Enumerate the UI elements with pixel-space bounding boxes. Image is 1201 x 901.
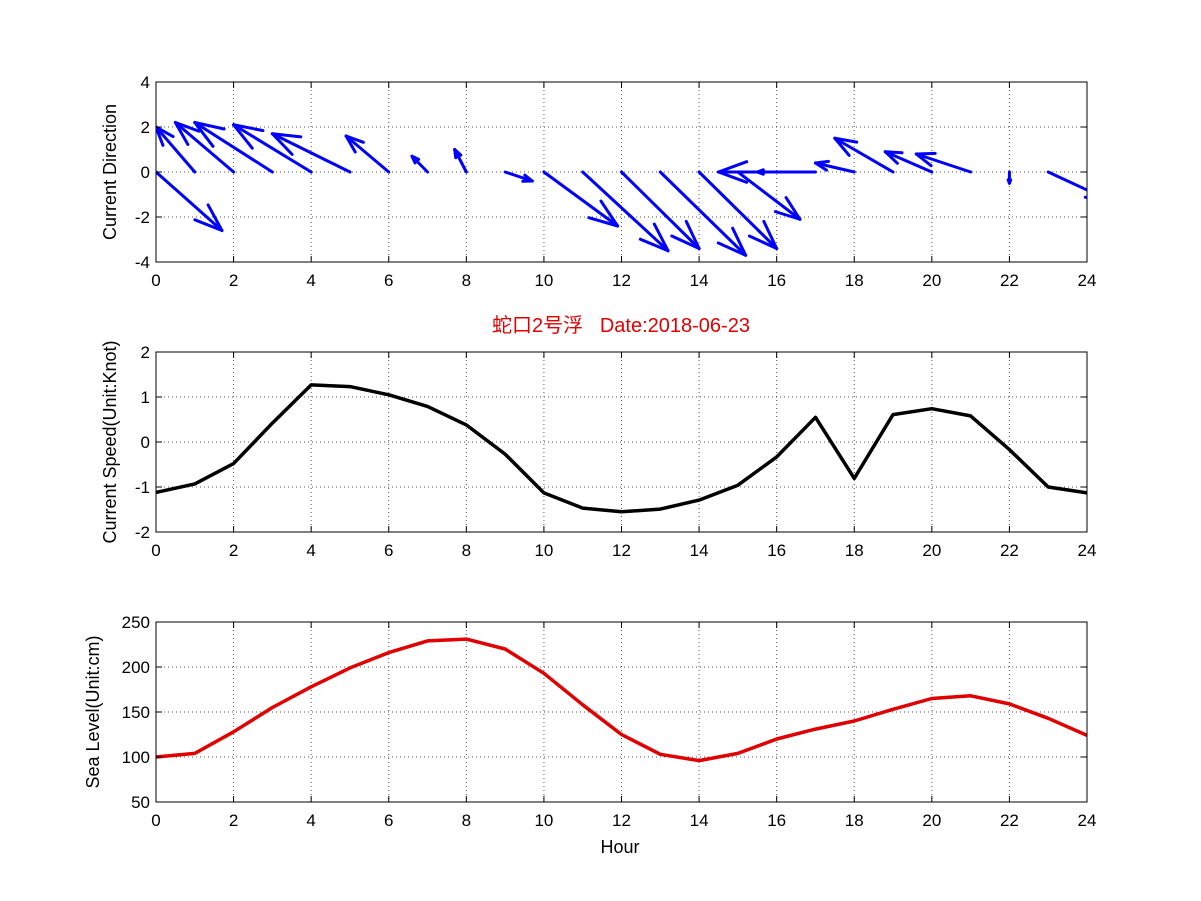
direction-x-tick-label: 6	[384, 271, 393, 290]
speed-y-tick-label: -2	[135, 523, 150, 542]
speed-series	[155, 383, 1088, 514]
sea-level-x-tick-label: 12	[612, 811, 631, 830]
direction-arrow	[503, 170, 534, 183]
sea-level-x-tick-label: 10	[534, 811, 553, 830]
direction-x-tick-label: 16	[767, 271, 786, 290]
sea-level-y-axis-label: Sea Level(Unit:cm)	[83, 635, 103, 788]
sea-level-y-tick-label: 50	[131, 793, 150, 812]
direction-y-tick-label: 0	[141, 163, 150, 182]
sea-level-x-tick-label: 2	[229, 811, 238, 830]
speed-x-tick-label: 10	[534, 541, 553, 560]
speed-x-tick-label: 4	[306, 541, 315, 560]
sea-level-x-tick-label: 14	[690, 811, 709, 830]
speed-x-tick-label: 2	[229, 541, 238, 560]
direction-arrow	[620, 170, 701, 250]
sea-level-x-tick-label: 6	[384, 811, 393, 830]
direction-arrow	[833, 136, 895, 174]
sea-level-x-tick-label: 22	[1000, 811, 1019, 830]
direction-arrow	[658, 170, 748, 257]
direction-arrow	[173, 121, 236, 174]
sea-level-x-tick-label: 0	[151, 811, 160, 830]
speed-y-tick-label: -1	[135, 478, 150, 497]
speed-y-ticks: 2 1 0 -1 -2	[135, 343, 1087, 542]
direction-x-tick-label: 0	[151, 271, 160, 290]
direction-y-tick-label: -4	[135, 253, 150, 272]
sea-level-x-tick-label: 8	[462, 811, 471, 830]
direction-x-tick-label: 2	[229, 271, 238, 290]
direction-y-tick-label: 2	[141, 118, 150, 137]
x-axis-label: Hour	[600, 837, 639, 857]
sea-level-y-tick-label: 150	[122, 703, 150, 722]
direction-y-tick-label: -2	[135, 208, 150, 227]
direction-arrow	[156, 170, 224, 232]
sea-level-line	[155, 637, 1088, 763]
sea-level-x-tick-label: 4	[306, 811, 315, 830]
direction-arrow	[883, 150, 934, 174]
speed-x-tick-label: 12	[612, 541, 631, 560]
sea-level-x-ticks: 0 2 4 6 8 10 12 14 16 18 20 22 24	[151, 622, 1096, 830]
speed-x-tick-label: 0	[151, 541, 160, 560]
direction-y-ticks: 4 2 0 -2 -4	[135, 73, 1087, 272]
direction-y-axis-label: Current Direction	[100, 104, 120, 240]
direction-arrow	[542, 170, 620, 228]
speed-x-tick-label: 14	[690, 541, 709, 560]
direction-arrow	[697, 170, 779, 250]
direction-x-tick-label: 20	[922, 271, 941, 290]
direction-x-ticks: 0 2 4 6 8 10 12 14 16 18 20 22 24	[151, 82, 1096, 290]
sea-level-y-tick-label: 250	[122, 613, 150, 632]
direction-x-tick-label: 10	[534, 271, 553, 290]
chart-title: 蛇口2号浮 Date:2018-06-23	[492, 314, 750, 337]
direction-arrow	[736, 170, 802, 221]
direction-x-tick-label: 24	[1078, 271, 1097, 290]
speed-y-axis-label: Current Speed(Unit:Knot)	[100, 340, 120, 543]
direction-arrow	[193, 121, 274, 174]
direction-arrows	[156, 121, 1087, 257]
direction-arrow	[914, 151, 973, 174]
speed-y-tick-label: 2	[141, 343, 150, 362]
sea-level-x-tick-label: 18	[845, 811, 864, 830]
speed-x-tick-label: 20	[922, 541, 941, 560]
speed-panel: 蛇口2号浮 Date:2018-06-23 0 2 4 6 8 10 12 14 16 18 20 2…	[100, 314, 1096, 560]
speed-x-tick-label: 24	[1078, 541, 1097, 560]
direction-x-tick-label: 14	[690, 271, 709, 290]
speed-x-tick-label: 16	[767, 541, 786, 560]
direction-y-tick-label: 4	[141, 73, 150, 92]
speed-x-tick-label: 18	[845, 541, 864, 560]
direction-arrow	[1046, 170, 1087, 199]
direction-x-tick-label: 12	[612, 271, 631, 290]
direction-arrow	[410, 154, 430, 174]
speed-x-tick-label: 6	[384, 541, 393, 560]
direction-panel: 0 2 4 6 8 10 12 14 16 18 20 22 24 420-2-4 Current Di…	[100, 73, 1096, 290]
speed-x-tick-label: 22	[1000, 541, 1019, 560]
sea-level-x-tick-label: 20	[922, 811, 941, 830]
direction-arrow	[453, 148, 468, 174]
speed-y-tick-label: 0	[141, 433, 150, 452]
direction-arrow	[1006, 170, 1013, 185]
direction-arrow	[581, 170, 670, 253]
direction-x-tick-label: 18	[845, 271, 864, 290]
direction-arrow	[232, 123, 313, 174]
direction-x-tick-label: 8	[462, 271, 471, 290]
speed-line	[155, 383, 1088, 514]
direction-arrow	[344, 134, 391, 174]
direction-x-tick-label: 4	[306, 271, 315, 290]
direction-arrow	[813, 159, 856, 174]
sea-level-y-ticks: 250 200 150 100 50	[122, 613, 1087, 812]
direction-x-tick-label: 22	[1000, 271, 1019, 290]
speed-x-tick-label: 8	[462, 541, 471, 560]
sea-level-y-tick-label: 100	[122, 748, 150, 767]
sea-level-x-tick-label: 16	[767, 811, 786, 830]
direction-arrow	[270, 132, 352, 174]
sea-level-x-tick-label: 24	[1078, 811, 1097, 830]
sea-level-series	[155, 637, 1088, 763]
speed-x-ticks: 0 2 4 6 8 10 12 14 16 18 20 22 24	[151, 352, 1096, 560]
direction-arrow	[156, 125, 197, 174]
direction-arrow	[716, 160, 817, 184]
sea-level-y-tick-label: 200	[122, 658, 150, 677]
speed-y-tick-label: 1	[141, 388, 150, 407]
